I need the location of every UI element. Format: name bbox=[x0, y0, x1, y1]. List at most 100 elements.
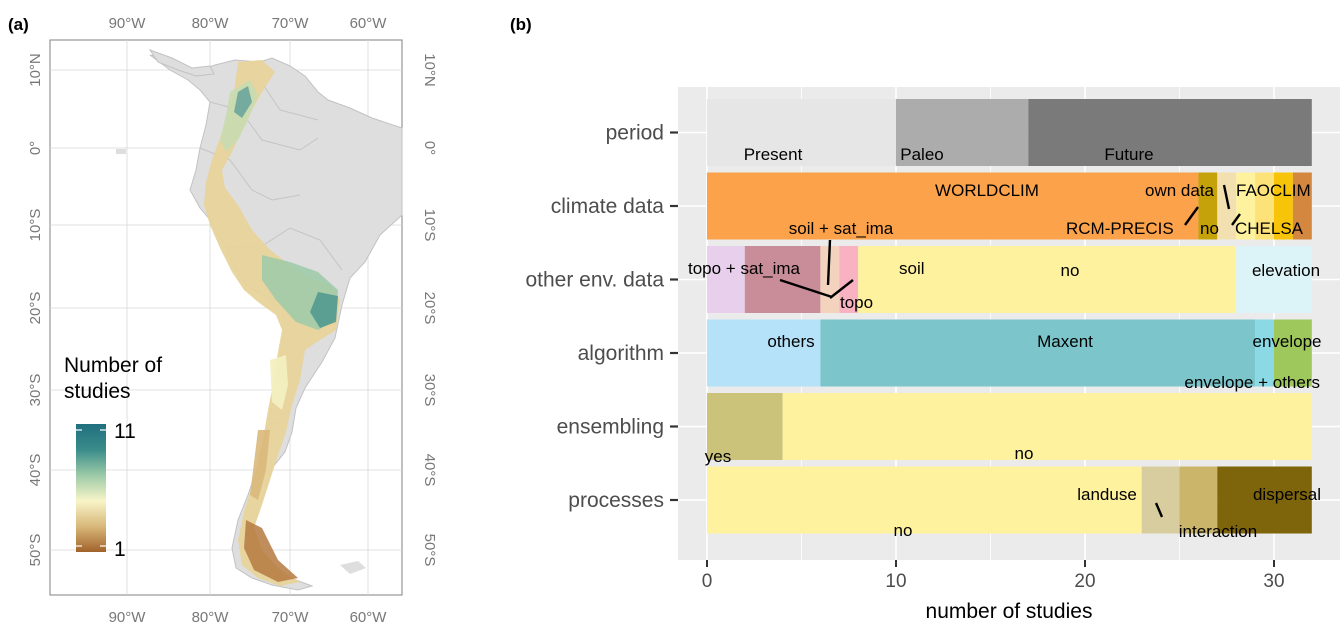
segment-label: interaction bbox=[1179, 522, 1257, 541]
callout-line bbox=[779, 278, 833, 299]
lon-tick-label: 90°W bbox=[109, 609, 147, 626]
lat-tick-label: 10°N bbox=[421, 53, 438, 87]
lat-tick-label: 0° bbox=[421, 141, 438, 155]
segment-label: no bbox=[1015, 444, 1034, 463]
callout-line bbox=[826, 239, 832, 286]
map-longitude-labels-top: 90°W 80°W 70°W 60°W bbox=[109, 15, 388, 32]
segment-label: yes bbox=[705, 447, 731, 466]
legend-colorbar bbox=[76, 424, 106, 552]
x-tick-label: 10 bbox=[885, 571, 906, 592]
central-america-landmass bbox=[148, 49, 215, 77]
lat-tick-label: 30°S bbox=[27, 374, 44, 407]
lat-tick-label: 50°S bbox=[27, 534, 44, 567]
segment-label: dispersal bbox=[1253, 485, 1321, 504]
map-latitude-labels-right: 10°N 0° 10°S 20°S 30°S 40°S 50°S bbox=[421, 53, 438, 566]
bar-segment bbox=[707, 172, 1199, 240]
legend-max-label: 11 bbox=[114, 420, 136, 443]
bar-segment bbox=[1274, 319, 1312, 387]
category-label: other env. data bbox=[525, 269, 664, 292]
bar-segment bbox=[744, 246, 821, 313]
bar-segment bbox=[858, 246, 1237, 313]
bar-segment bbox=[1198, 172, 1218, 240]
callout-line bbox=[1184, 206, 1199, 226]
segment-label: envelope + others bbox=[1184, 373, 1320, 392]
segment-label: own data bbox=[1145, 181, 1215, 200]
lon-tick-label: 80°W bbox=[192, 609, 230, 626]
segment-label: Maxent bbox=[1037, 332, 1093, 351]
category-axis: period climate data other env. data algorit… bbox=[525, 122, 678, 512]
category-label: ensembling bbox=[557, 416, 664, 439]
segment-label: elevation bbox=[1252, 261, 1320, 280]
lat-tick-label: 30°S bbox=[421, 374, 438, 407]
bar-segment bbox=[1217, 466, 1312, 534]
falkland-islands bbox=[340, 561, 366, 574]
chart-bars: Present Paleo Future WORLDCLIM RCM-PRECIS own… bbox=[688, 99, 1322, 541]
segment-label: others bbox=[767, 332, 814, 351]
bar-segment bbox=[839, 246, 859, 313]
segment-label: topo + sat_ima bbox=[688, 259, 801, 278]
map-legend: Number of studies 11 1 bbox=[64, 354, 162, 561]
bar-segment bbox=[820, 319, 1256, 387]
panel-a-map: (a) bbox=[8, 15, 438, 626]
segment-label: envelope bbox=[1252, 332, 1321, 351]
segment-label: FAOCLIM bbox=[1236, 181, 1311, 200]
lon-tick-label: 90°W bbox=[109, 15, 147, 32]
callout-line bbox=[1154, 502, 1164, 518]
segment-label: RCM-PRECIS bbox=[1066, 219, 1174, 238]
bar-segment bbox=[1255, 319, 1274, 387]
lat-tick-label: 50°S bbox=[421, 534, 438, 567]
segment-label: WORLDCLIM bbox=[935, 181, 1039, 200]
map-content bbox=[50, 40, 403, 595]
lat-tick-label: 20°S bbox=[27, 292, 44, 325]
bar-segment bbox=[707, 393, 783, 460]
category-label: climate data bbox=[551, 195, 665, 218]
lon-tick-label: 70°W bbox=[272, 15, 310, 32]
bar-segment bbox=[707, 246, 745, 313]
bar-segment bbox=[1217, 172, 1237, 240]
lat-tick-label: 20°S bbox=[421, 292, 438, 325]
lat-tick-label: 40°S bbox=[421, 454, 438, 487]
segment-label: Present bbox=[744, 145, 803, 164]
bar-segment bbox=[782, 393, 1312, 460]
lat-tick-label: 10°N bbox=[27, 53, 44, 87]
map-longitude-labels-bottom: 90°W 80°W 70°W 60°W bbox=[109, 609, 388, 626]
segment-label: no bbox=[1200, 219, 1219, 238]
galapagos-islands bbox=[116, 149, 126, 154]
bar-segment bbox=[707, 99, 896, 166]
panel-b-chart: (b) Present Paleo Future WORLDCLIM RCM-PRECI… bbox=[510, 15, 1340, 623]
lon-tick-label: 60°W bbox=[350, 15, 388, 32]
bar-segment bbox=[1141, 466, 1180, 534]
category-label: algorithm bbox=[578, 342, 664, 365]
panel-a-label: (a) bbox=[8, 15, 29, 34]
bar-segment bbox=[896, 99, 1029, 166]
lat-tick-label: 10°S bbox=[421, 209, 438, 242]
segment-label: soil bbox=[899, 259, 925, 278]
legend-title-line2: studies bbox=[64, 380, 131, 403]
segment-label: Future bbox=[1104, 145, 1153, 164]
bar-segment bbox=[707, 466, 1142, 534]
bar-segment bbox=[1179, 466, 1218, 534]
callout-line bbox=[1222, 184, 1231, 210]
bar-segment bbox=[1274, 172, 1293, 240]
category-label: period bbox=[606, 122, 664, 145]
lat-tick-label: 0° bbox=[27, 141, 44, 155]
x-tick-label: 20 bbox=[1074, 571, 1095, 592]
bar-segment bbox=[1255, 172, 1274, 240]
lon-tick-label: 80°W bbox=[192, 15, 230, 32]
bar-segment bbox=[1236, 246, 1312, 313]
x-axis: 0 10 20 30 bbox=[702, 560, 1285, 592]
andes-study-density bbox=[204, 60, 340, 586]
legend-min-label: 1 bbox=[114, 538, 126, 561]
lon-tick-label: 60°W bbox=[350, 609, 388, 626]
bar-segment bbox=[820, 246, 840, 313]
lat-tick-label: 40°S bbox=[27, 454, 44, 487]
segment-callouts bbox=[779, 184, 1241, 518]
x-tick-label: 0 bbox=[702, 571, 713, 592]
segment-label: Paleo bbox=[900, 145, 943, 164]
bar-segment bbox=[707, 319, 821, 387]
bar-segment bbox=[1292, 172, 1312, 240]
callout-line bbox=[1231, 213, 1241, 226]
callout-line bbox=[829, 279, 854, 299]
segment-label: no bbox=[894, 521, 913, 540]
